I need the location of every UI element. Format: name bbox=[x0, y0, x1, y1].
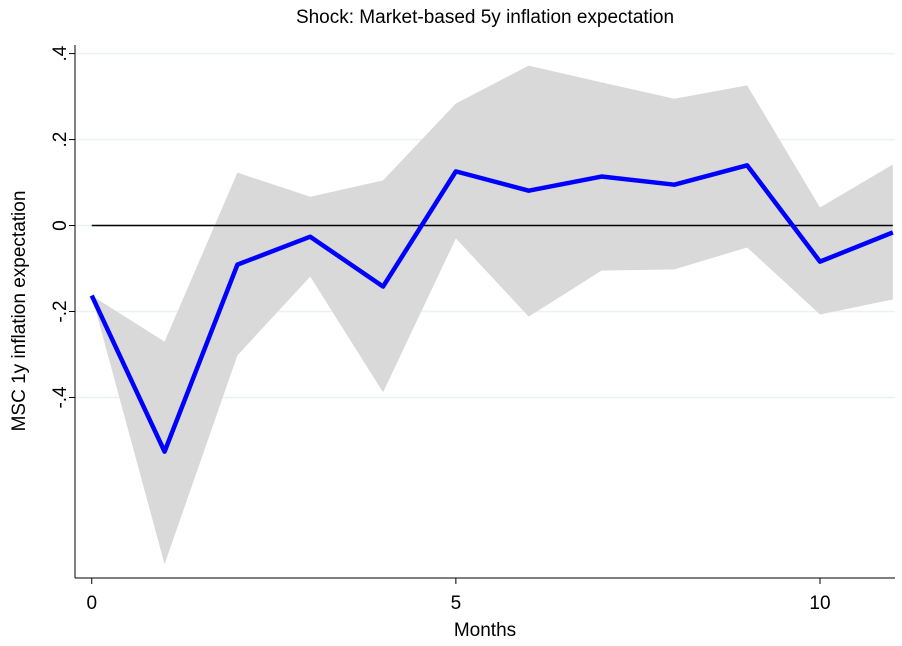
x-tick-label: 10 bbox=[809, 593, 830, 614]
x-axis-label: Months bbox=[454, 620, 516, 641]
x-tick-label: 0 bbox=[86, 593, 97, 614]
y-tick-label: -.2 bbox=[50, 300, 71, 322]
chart-title: Shock: Market-based 5y inflation expecta… bbox=[296, 7, 674, 28]
response-line bbox=[89, 163, 894, 454]
y-tick-label: .4 bbox=[50, 45, 71, 61]
x-tick-label: 5 bbox=[451, 593, 462, 614]
y-tick-label: -.4 bbox=[50, 386, 71, 409]
confidence-band bbox=[91, 65, 893, 565]
y-tick-label: .2 bbox=[50, 132, 71, 148]
y-tick-label: 0 bbox=[50, 220, 71, 231]
y-axis-label: MSC 1y inflation expectation bbox=[9, 191, 30, 432]
